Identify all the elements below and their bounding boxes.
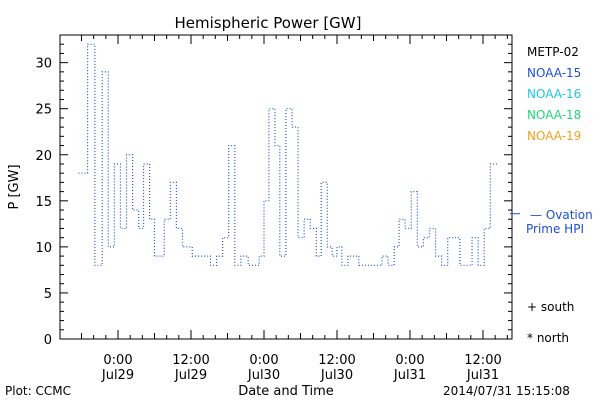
x-tick-date-label: Jul30 [320,368,353,383]
y-tick-label: 5 [44,287,52,302]
x-tick-time-label: 12:00 [172,353,209,368]
legend-entry: NOAA-16 [527,87,581,101]
y-axis-label: P [GW] [7,164,22,209]
x-tick-time-label: 12:00 [318,353,355,368]
x-axis: 0:00Jul2912:00Jul290:00Jul3012:00Jul300:… [81,35,508,383]
x-tick-time-label: 12:00 [464,353,501,368]
y-axis: 0 5 10 15 20 25 30 [35,34,512,348]
legend-entry: NOAA-15 [527,66,581,80]
y-tick-label: 0 [44,333,52,348]
south-marker-legend: + south [527,300,574,314]
y-tick-label: 25 [35,103,52,118]
x-tick-date-label: Jul31 [466,368,499,383]
plot-frame [59,34,513,340]
series-line-noaa-15 [78,43,499,266]
x-tick-time-label: 0:00 [249,353,278,368]
y-tick-label: 15 [35,195,52,210]
north-marker-legend: * north [527,331,569,345]
x-tick-date-label: Jul29 [174,368,207,383]
footer-timestamp: 2014/07/31 15:15:08 [443,384,570,398]
chart-title: Hemispheric Power [GW] [175,14,362,32]
legend: METP-02 NOAA-15 NOAA-16 NOAA-18 NOAA-19 [527,45,581,143]
x-tick-time-label: 0:00 [103,353,132,368]
x-tick-date-label: Jul31 [393,368,426,383]
footer-source: Plot: CCMC [5,384,71,398]
y-tick-label: 10 [35,241,52,256]
x-tick-time-label: 0:00 [395,353,424,368]
legend-entry: NOAA-19 [527,129,581,143]
y-tick-label: 30 [35,57,52,72]
series-layer [78,43,499,266]
ovation-label-line2: Prime HPI [526,222,584,236]
legend-entry: NOAA-18 [527,108,581,122]
y-tick-label: 20 [35,149,52,164]
ovation-label-line1: — Ovation [530,208,593,222]
x-axis-label: Date and Time [238,384,334,399]
x-tick-date-label: Jul30 [247,368,280,383]
legend-entry: METP-02 [527,45,579,59]
x-tick-date-label: Jul29 [101,368,134,383]
